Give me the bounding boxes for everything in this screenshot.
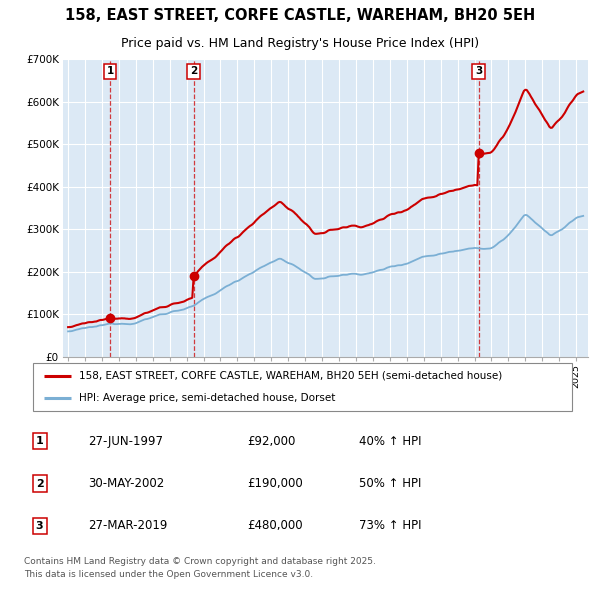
Text: Contains HM Land Registry data © Crown copyright and database right 2025.
This d: Contains HM Land Registry data © Crown c… [24, 558, 376, 579]
Text: 27-JUN-1997: 27-JUN-1997 [88, 434, 163, 448]
Text: £480,000: £480,000 [247, 519, 303, 533]
Text: 50% ↑ HPI: 50% ↑ HPI [359, 477, 421, 490]
Text: HPI: Average price, semi-detached house, Dorset: HPI: Average price, semi-detached house,… [79, 394, 335, 404]
Text: 2: 2 [190, 67, 197, 77]
Text: 1: 1 [36, 436, 43, 446]
Text: 3: 3 [36, 521, 43, 531]
Text: 2: 2 [36, 478, 43, 489]
Text: 1: 1 [107, 67, 114, 77]
Text: 40% ↑ HPI: 40% ↑ HPI [359, 434, 421, 448]
Text: £190,000: £190,000 [247, 477, 303, 490]
Text: 27-MAR-2019: 27-MAR-2019 [88, 519, 167, 533]
FancyBboxPatch shape [33, 363, 572, 411]
Text: 30-MAY-2002: 30-MAY-2002 [88, 477, 164, 490]
Text: £92,000: £92,000 [247, 434, 296, 448]
Text: 73% ↑ HPI: 73% ↑ HPI [359, 519, 421, 533]
Text: Price paid vs. HM Land Registry's House Price Index (HPI): Price paid vs. HM Land Registry's House … [121, 37, 479, 50]
Text: 158, EAST STREET, CORFE CASTLE, WAREHAM, BH20 5EH (semi-detached house): 158, EAST STREET, CORFE CASTLE, WAREHAM,… [79, 371, 502, 381]
Text: 158, EAST STREET, CORFE CASTLE, WAREHAM, BH20 5EH: 158, EAST STREET, CORFE CASTLE, WAREHAM,… [65, 8, 535, 23]
Text: 3: 3 [475, 67, 482, 77]
